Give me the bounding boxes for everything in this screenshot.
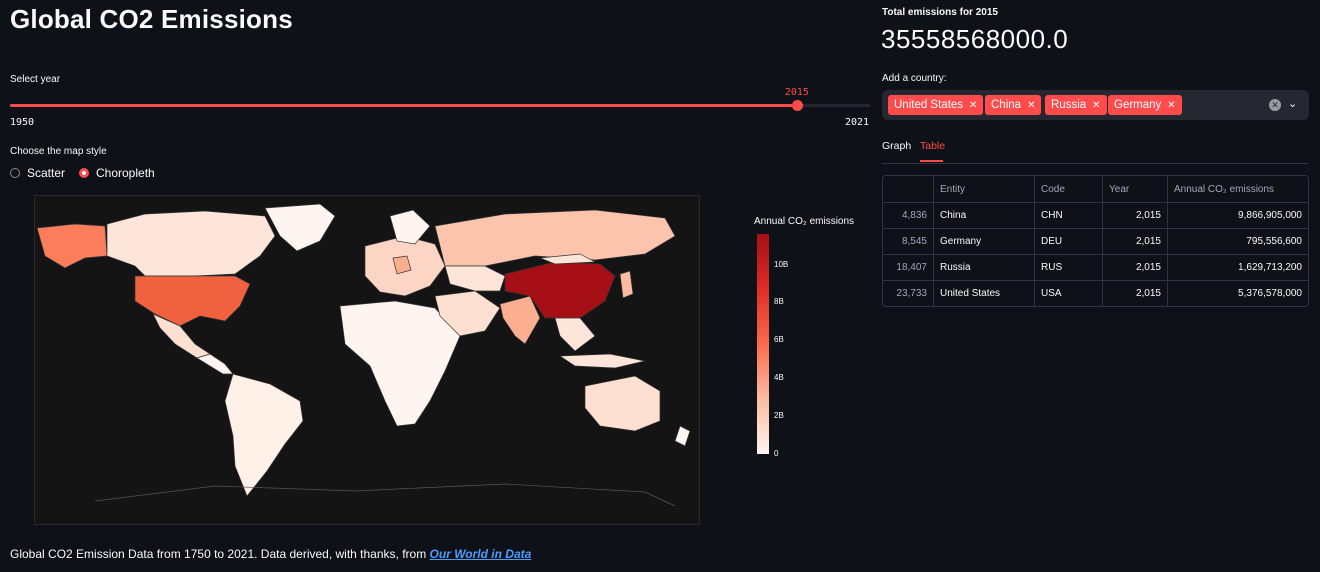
cell-emissions: 795,556,600 <box>1167 228 1308 255</box>
map-se-asia <box>554 317 596 352</box>
cell-year: 2,015 <box>1102 280 1168 306</box>
column-header[interactable]: Code <box>1034 176 1103 203</box>
choropleth-map[interactable] <box>34 195 700 525</box>
chip-label: Russia <box>1051 99 1087 111</box>
tab-table[interactable]: Table <box>920 140 946 152</box>
cell-year: 2,015 <box>1102 254 1168 281</box>
row-index: 4,836 <box>883 202 934 229</box>
page-title: Global CO2 Emissions <box>10 4 293 34</box>
map-japan <box>619 270 634 299</box>
row-index: 23,733 <box>883 280 934 306</box>
remove-chip-icon[interactable]: ✕ <box>1027 99 1036 111</box>
data-table[interactable]: Entity Code Year Annual CO₂ emissions 4,… <box>882 175 1309 307</box>
cell-code: RUS <box>1034 254 1103 281</box>
year-slider[interactable]: 2015 <box>10 87 870 111</box>
chip-germany[interactable]: Germany ✕ <box>1108 95 1182 115</box>
table-row[interactable]: 4,836 China CHN 2,015 9,866,905,000 <box>883 202 1308 229</box>
map-central-asia <box>444 265 506 292</box>
metric-label: Total emissions for 2015 <box>882 7 998 18</box>
year-slider-min: 1950 <box>10 117 35 128</box>
table-row[interactable]: 18,407 Russia RUS 2,015 1,629,713,200 <box>883 254 1308 281</box>
tab-bar: Graph Table <box>882 140 1309 164</box>
table-row[interactable]: 23,733 United States USA 2,015 5,376,578… <box>883 280 1308 306</box>
row-index: 8,545 <box>883 228 934 255</box>
country-select-label: Add a country: <box>882 73 947 84</box>
map-central-america <box>196 353 234 375</box>
footer-body: Global CO2 Emission Data from 1750 to 20… <box>10 547 430 561</box>
map-usa <box>134 275 251 327</box>
map-canada <box>106 210 276 277</box>
column-header[interactable]: Annual CO₂ emissions <box>1167 176 1308 203</box>
metric-value: 35558568000.0 <box>881 24 1069 54</box>
legend-tick: 10B <box>774 260 789 269</box>
map-indonesia <box>558 353 646 369</box>
radio-scatter[interactable]: Scatter <box>10 166 65 180</box>
active-tab-indicator <box>920 160 943 162</box>
map-style-label: Choose the map style <box>10 146 107 157</box>
legend-tick: 2B <box>774 411 784 420</box>
cell-emissions: 5,376,578,000 <box>1238 288 1302 299</box>
chip-label: Germany <box>1114 99 1162 111</box>
country-multiselect[interactable]: United States ✕ China ✕ Russia ✕ Germany ✕ ✕… <box>882 90 1309 120</box>
clear-all-icon[interactable]: ✕ <box>1269 99 1281 111</box>
tab-graph[interactable]: Graph <box>882 140 912 152</box>
cell-code: DEU <box>1034 228 1103 255</box>
table-row[interactable]: 8,545 Germany DEU 2,015 795,556,600 <box>883 228 1308 255</box>
chip-label: China <box>991 99 1022 111</box>
footer-text: Global CO2 Emission Data from 1750 to 20… <box>10 547 531 561</box>
map-germany <box>392 255 412 275</box>
cell-year: 2,015 <box>1102 202 1168 229</box>
map-mongolia <box>539 253 597 265</box>
column-header[interactable]: Year <box>1102 176 1168 203</box>
remove-chip-icon[interactable]: ✕ <box>969 99 978 111</box>
column-header[interactable] <box>883 176 934 203</box>
year-slider-label: Select year <box>10 74 61 85</box>
map-antarctica <box>94 483 676 507</box>
cell-entity: Germany <box>933 228 1035 255</box>
cell-code: USA <box>1034 280 1103 306</box>
radio-choropleth[interactable]: Choropleth <box>79 166 155 180</box>
chip-china[interactable]: China ✕ <box>985 95 1042 115</box>
cell-emissions: 1,629,713,200 <box>1167 254 1308 281</box>
legend-tick: 0 <box>774 449 779 458</box>
legend-title: Annual CO₂ emissions <box>754 216 855 227</box>
year-slider-max: 2021 <box>845 117 870 128</box>
table-header-row: Entity Code Year Annual CO₂ emissions <box>883 176 1308 203</box>
map-south-america <box>224 373 304 497</box>
map-greenland <box>264 203 336 252</box>
radio-unselected-icon <box>10 168 20 178</box>
world-map-graphic <box>36 203 691 507</box>
chevron-down-icon[interactable]: ⌄ <box>1288 98 1298 110</box>
legend-tick: 6B <box>774 335 784 344</box>
map-india <box>499 295 541 345</box>
row-index: 18,407 <box>883 254 934 281</box>
cell-entity: United States <box>933 280 1035 306</box>
legend-tick: 8B <box>774 297 784 306</box>
cell-emissions: 9,866,905,000 <box>1167 202 1308 229</box>
legend-tick: 4B <box>774 373 784 382</box>
map-alaska <box>36 223 108 269</box>
cell-entity: China <box>933 202 1035 229</box>
chip-united-states[interactable]: United States ✕ <box>888 95 984 115</box>
remove-chip-icon[interactable]: ✕ <box>1092 99 1101 111</box>
remove-chip-icon[interactable]: ✕ <box>1167 99 1176 111</box>
column-header[interactable]: Entity <box>933 176 1035 203</box>
radio-choropleth-label: Choropleth <box>96 166 155 180</box>
legend-colorbar <box>757 234 769 454</box>
chip-russia[interactable]: Russia ✕ <box>1045 95 1107 115</box>
year-slider-fill <box>10 104 797 107</box>
year-slider-value: 2015 <box>784 87 809 98</box>
map-new-zealand <box>674 425 691 447</box>
chip-label: United States <box>894 99 964 111</box>
radio-scatter-label: Scatter <box>27 166 66 180</box>
map-scandinavia <box>389 209 431 245</box>
cell-year: 2,015 <box>1102 228 1168 255</box>
radio-selected-icon <box>79 168 89 178</box>
map-africa <box>339 300 461 427</box>
our-world-in-data-link[interactable]: Our World in Data <box>429 547 532 561</box>
cell-entity: Russia <box>933 254 1035 281</box>
year-slider-thumb[interactable] <box>791 100 803 111</box>
cell-code: CHN <box>1034 202 1103 229</box>
map-australia <box>584 375 661 432</box>
